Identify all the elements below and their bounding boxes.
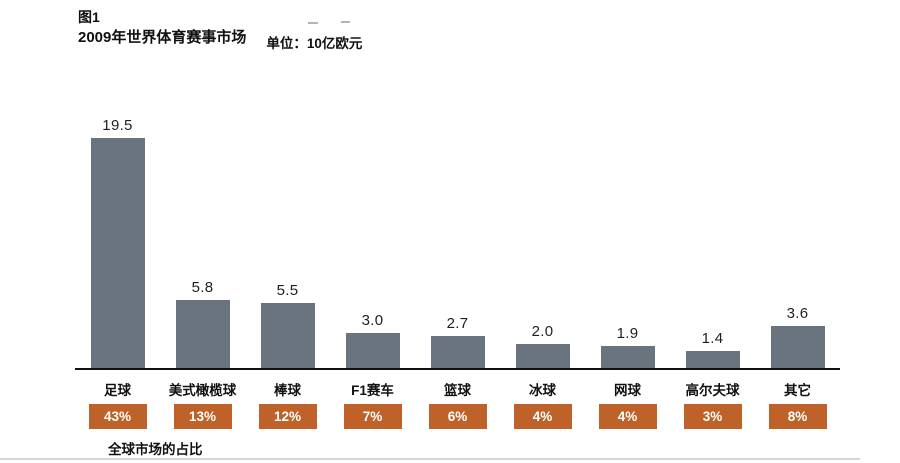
bar <box>345 333 400 368</box>
category-label: 美式橄榄球 <box>168 383 237 398</box>
bar <box>175 300 230 368</box>
footnote: 全球市场的占比 <box>108 442 203 457</box>
percent-badge: 43% <box>88 404 147 429</box>
category-labels-row: 足球 美式橄榄球 棒球 F1赛车 篮球 冰球 网球 高尔夫球 其它 <box>75 379 840 399</box>
percent-badge: 7% <box>343 404 402 429</box>
bar <box>515 344 570 368</box>
category-label: F1赛车 <box>351 383 394 398</box>
bar-column: 1.4 <box>670 100 755 368</box>
percent-badge: 3% <box>683 404 742 429</box>
bar-value-label: 2.7 <box>446 315 469 332</box>
bar-value-label: 5.8 <box>191 279 214 296</box>
bar-column: 3.6 <box>755 100 840 368</box>
bar-value-label: 1.9 <box>616 325 639 342</box>
bar-value-label: 1.4 <box>701 330 724 347</box>
title-row: 2009年世界体育赛事市场 单位：10亿欧元 <box>78 26 362 51</box>
unit-label: 单位：10亿欧元 <box>266 36 363 51</box>
figure-label: 图1 <box>78 9 100 25</box>
bar-value-label: 19.5 <box>102 117 133 134</box>
bar-value-label: 5.5 <box>276 282 299 299</box>
bar <box>430 336 485 368</box>
percent-badge: 13% <box>173 404 232 429</box>
bar <box>600 346 655 368</box>
category-label: 其它 <box>784 383 811 398</box>
category-label: 棒球 <box>274 383 301 398</box>
percent-badge: 8% <box>768 404 827 429</box>
category-label: 网球 <box>614 383 641 398</box>
category-label: 高尔夫球 <box>685 383 740 398</box>
bar-value-label: 2.0 <box>531 323 554 340</box>
bar-column: 19.5 <box>75 100 160 368</box>
percent-badge: 4% <box>513 404 572 429</box>
percent-badges-row: 43% 13% 12% 7% 6% 4% 4% 3% 8% <box>75 404 840 429</box>
category-label: 冰球 <box>529 383 556 398</box>
bar-column: 5.5 <box>245 100 330 368</box>
bar <box>770 326 825 368</box>
percent-badge: 4% <box>598 404 657 429</box>
bar-column: 2.0 <box>500 100 585 368</box>
x-axis-line <box>75 368 840 370</box>
percent-badge: 12% <box>258 404 317 429</box>
bar-column: 2.7 <box>415 100 500 368</box>
bar <box>260 303 315 368</box>
bar <box>685 351 740 368</box>
scan-artifact-dash <box>308 22 318 24</box>
category-label: 篮球 <box>444 383 471 398</box>
bar-column: 3.0 <box>330 100 415 368</box>
scan-artifact-dash <box>341 21 350 23</box>
bottom-edge-line <box>0 458 860 460</box>
bar-chart: 19.5 5.8 5.5 3.0 2.7 2.0 1.9 1.4 <box>75 100 840 368</box>
category-label: 足球 <box>104 383 131 398</box>
bar-column: 5.8 <box>160 100 245 368</box>
bar-value-label: 3.0 <box>361 312 384 329</box>
percent-badge: 6% <box>428 404 487 429</box>
bar-column: 1.9 <box>585 100 670 368</box>
bar-value-label: 3.6 <box>786 305 809 322</box>
bar <box>90 138 145 368</box>
chart-title: 2009年世界体育赛事市场 <box>78 29 247 46</box>
